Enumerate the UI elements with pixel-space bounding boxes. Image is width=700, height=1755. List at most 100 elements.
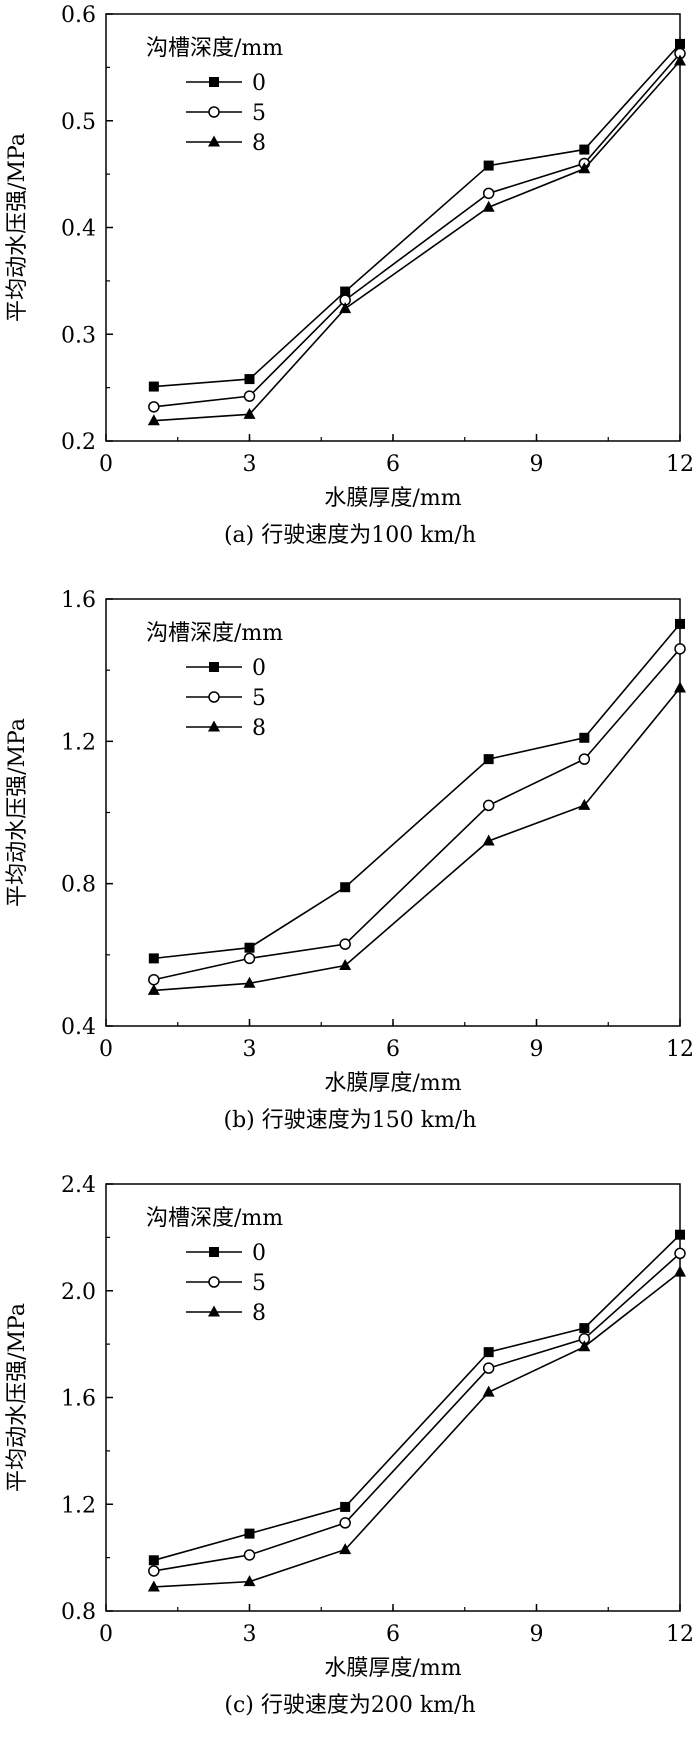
data-point-5 (482, 1362, 495, 1374)
data-point-0 (579, 732, 590, 743)
y-tick-label: 0.8 (61, 1600, 96, 1625)
data-point-0 (244, 374, 255, 385)
data-point-0 (340, 286, 351, 297)
x-tick-label: 0 (99, 1622, 113, 1647)
data-point-8 (674, 1265, 686, 1277)
x-tick-label: 6 (386, 1037, 400, 1062)
y-tick-label: 0.3 (61, 323, 96, 348)
chart-panel-c: 0 3 6 9 12 0.8 1.2 1.6 2.0 2.4 水膜厚度/mm 平均动水压强/MPa 沟槽… (0, 1170, 700, 1755)
legend-label: 8 (252, 1301, 266, 1326)
chart-panel-a: 0 3 6 9 12 0.2 0.3 0.4 0.5 0.6 水膜厚度/mm 平均动水压强/MPa 沟槽… (0, 0, 700, 585)
data-point-5 (243, 1549, 256, 1561)
series-line-0 (153, 623, 681, 960)
x-tick-label: 9 (530, 452, 544, 477)
data-point-5 (482, 187, 495, 200)
x-tick-label: 3 (243, 1622, 257, 1647)
data-point-8 (243, 1575, 256, 1587)
x-tick-label: 12 (666, 1622, 694, 1647)
legend-title: 沟槽深度/mm (146, 1206, 283, 1231)
data-point-5 (243, 390, 256, 402)
x-tick-label: 6 (386, 452, 400, 477)
x-axis-label: 水膜厚度/mm (324, 1656, 461, 1681)
plot-frame (105, 1183, 681, 1612)
y-tick-label: 2.0 (61, 1280, 96, 1305)
data-point-5 (674, 1247, 686, 1260)
data-point-8 (147, 983, 160, 995)
caption-c: (c) 行驶速度为200 km/h (224, 1693, 476, 1718)
data-point-0 (483, 1347, 494, 1358)
data-point-8 (339, 959, 352, 971)
data-point-8 (482, 1385, 495, 1397)
series-line-8 (153, 1271, 681, 1588)
legend-marker-5 (208, 691, 220, 703)
legend-marker-5 (208, 1276, 220, 1288)
x-tick-label: 3 (243, 1037, 257, 1062)
legend-label: 0 (252, 71, 266, 96)
series-line-8 (153, 687, 681, 992)
legend-marker-0 (209, 662, 219, 672)
legend-marker-8 (208, 135, 220, 147)
x-tick-label: 9 (530, 1622, 544, 1647)
data-point-0 (675, 1229, 685, 1240)
data-point-0 (244, 942, 255, 953)
x-tick-label: 6 (386, 1622, 400, 1647)
data-point-0 (675, 618, 685, 629)
legend-label: 8 (252, 131, 266, 156)
x-tick-label: 0 (99, 452, 113, 477)
data-point-0 (579, 144, 590, 155)
chart-panel-b: 0 3 6 9 12 0.4 0.8 1.2 1.6 水膜厚度/mm 平均动水压强/MPa 沟槽深度/… (0, 585, 700, 1170)
legend-label: 5 (252, 1271, 266, 1296)
data-point-8 (339, 1543, 352, 1555)
data-point-0 (148, 953, 159, 964)
data-point-0 (579, 1323, 590, 1334)
legend-marker-5 (208, 106, 220, 118)
chart-c: 0 3 6 9 12 0.8 1.2 1.6 2.0 2.4 水膜厚度/mm 平均动水压强/MPa 沟槽… (5, 1173, 694, 1681)
legend-marker-8 (208, 1305, 220, 1317)
y-axis-label: 平均动水压强/MPa (5, 718, 30, 907)
data-point-8 (339, 302, 352, 314)
data-point-5 (578, 753, 591, 765)
y-tick-label: 2.4 (61, 1173, 96, 1198)
caption-b: (b) 行驶速度为150 km/h (223, 1108, 477, 1133)
data-point-8 (578, 798, 591, 810)
data-point-0 (483, 160, 494, 171)
x-tick-label: 0 (99, 1037, 113, 1062)
y-tick-label: 1.6 (61, 588, 96, 613)
y-axis-label: 平均动水压强/MPa (5, 133, 30, 322)
data-point-0 (675, 38, 685, 49)
series-line-5 (153, 648, 681, 981)
y-tick-label: 0.4 (61, 1015, 96, 1040)
x-tick-label: 9 (530, 1037, 544, 1062)
data-point-8 (578, 1340, 591, 1352)
y-tick-label: 1.2 (61, 1493, 96, 1518)
data-point-5 (243, 952, 256, 965)
data-point-0 (340, 882, 351, 893)
data-point-0 (340, 1501, 351, 1512)
data-point-0 (148, 1555, 159, 1566)
legend-label: 0 (252, 1241, 266, 1266)
y-axis-label: 平均动水压强/MPa (5, 1303, 30, 1492)
data-point-5 (148, 973, 160, 986)
x-axis-label: 水膜厚度/mm (324, 1071, 461, 1096)
data-point-5 (148, 1565, 160, 1577)
legend-marker-0 (209, 1247, 219, 1257)
series-line-5 (153, 52, 681, 408)
series-line-0 (153, 43, 681, 388)
y-tick-label: 0.6 (61, 3, 96, 28)
data-point-8 (482, 200, 495, 212)
data-point-5 (339, 938, 351, 950)
data-point-5 (148, 401, 160, 413)
legend-label: 8 (252, 716, 266, 741)
data-point-0 (244, 1528, 255, 1539)
y-tick-label: 1.2 (61, 730, 96, 755)
x-tick-label: 3 (243, 452, 257, 477)
x-axis-label: 水膜厚度/mm (324, 486, 461, 511)
data-point-5 (482, 799, 495, 812)
data-point-5 (674, 643, 686, 655)
y-tick-label: 0.2 (61, 430, 96, 455)
series-line-5 (153, 1252, 681, 1572)
legend-title: 沟槽深度/mm (146, 36, 283, 61)
y-tick-label: 1.6 (61, 1387, 96, 1412)
plot-frame (105, 13, 681, 442)
x-tick-label: 12 (666, 1037, 694, 1062)
